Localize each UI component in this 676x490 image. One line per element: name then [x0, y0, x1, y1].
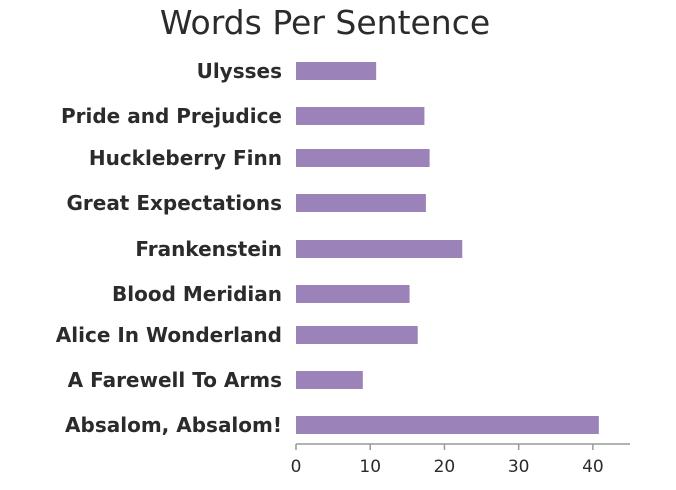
category-label-4: Frankenstein: [135, 237, 282, 261]
bar-0: [296, 62, 377, 80]
x-tick-label-0: 0: [291, 457, 302, 477]
x-tick-label-1: 10: [359, 457, 381, 477]
category-labels-group: Ulysses Pride and Prejudice Huckleberry Fi…: [56, 59, 282, 437]
category-label-3: Great Expectations: [66, 191, 282, 215]
bar-3: [296, 194, 426, 212]
x-axis-ticks-group: 0 10 20 30 40: [291, 444, 604, 477]
bar-6: [296, 326, 418, 344]
category-label-6: Alice In Wonderland: [56, 323, 282, 347]
bar-2: [296, 149, 430, 167]
bar-7: [296, 371, 363, 389]
bar-1: [296, 107, 425, 125]
category-label-2: Huckleberry Finn: [89, 146, 282, 170]
chart-title: Words Per Sentence: [160, 3, 490, 42]
category-label-1: Pride and Prejudice: [61, 104, 282, 128]
category-label-5: Blood Meridian: [112, 282, 282, 306]
category-label-7: A Farewell To Arms: [68, 368, 282, 392]
x-tick-label-4: 40: [582, 457, 604, 477]
category-label-0: Ulysses: [197, 59, 282, 83]
bar-8: [296, 416, 599, 434]
x-tick-label-3: 30: [508, 457, 530, 477]
x-tick-label-2: 20: [434, 457, 456, 477]
bars-group: [296, 62, 599, 434]
category-label-8: Absalom, Absalom!: [65, 413, 282, 437]
bar-4: [296, 240, 463, 258]
bar-5: [296, 285, 410, 303]
